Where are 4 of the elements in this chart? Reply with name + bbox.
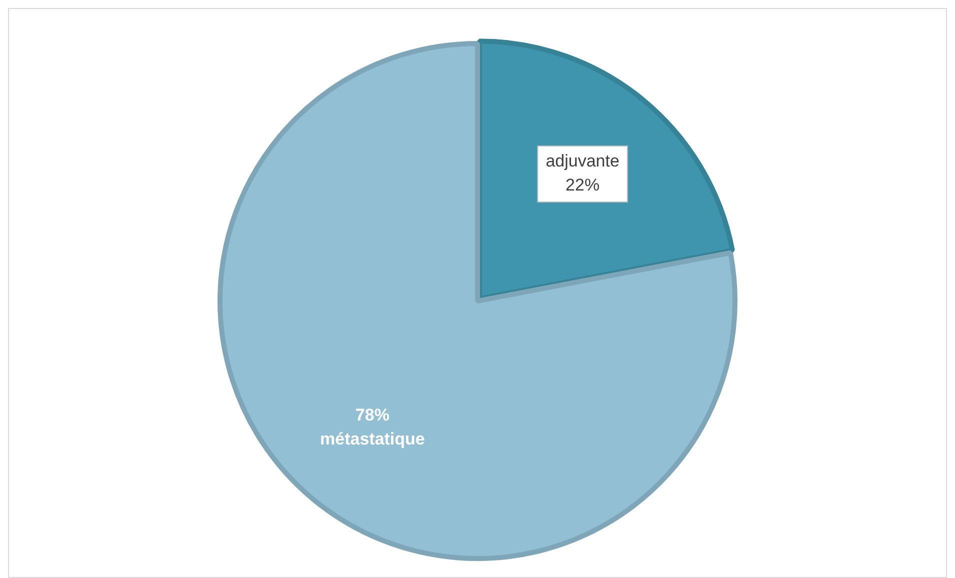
slice-label: métastatique xyxy=(320,430,425,449)
data-label: 22% xyxy=(566,176,600,195)
data-label: 78% xyxy=(355,406,390,425)
slice-label: adjuvante xyxy=(546,152,620,171)
